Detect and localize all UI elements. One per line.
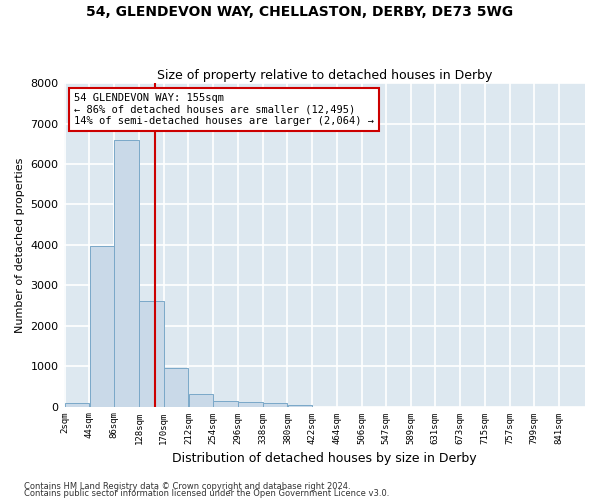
Bar: [263, 402, 287, 406]
Bar: [188, 394, 213, 406]
Bar: [65, 404, 89, 406]
Bar: [164, 368, 188, 406]
Bar: [287, 404, 312, 406]
Bar: [115, 140, 139, 406]
Bar: [214, 401, 238, 406]
Text: Contains HM Land Registry data © Crown copyright and database right 2024.: Contains HM Land Registry data © Crown c…: [24, 482, 350, 491]
Bar: [139, 300, 164, 406]
Text: Contains public sector information licensed under the Open Government Licence v3: Contains public sector information licen…: [24, 490, 389, 498]
Text: 54, GLENDEVON WAY, CHELLASTON, DERBY, DE73 5WG: 54, GLENDEVON WAY, CHELLASTON, DERBY, DE…: [86, 5, 514, 19]
Text: 54 GLENDEVON WAY: 155sqm
← 86% of detached houses are smaller (12,495)
14% of se: 54 GLENDEVON WAY: 155sqm ← 86% of detach…: [74, 93, 374, 126]
Title: Size of property relative to detached houses in Derby: Size of property relative to detached ho…: [157, 69, 492, 82]
Y-axis label: Number of detached properties: Number of detached properties: [15, 157, 25, 332]
X-axis label: Distribution of detached houses by size in Derby: Distribution of detached houses by size …: [172, 452, 476, 465]
Bar: [89, 246, 114, 406]
Bar: [238, 402, 263, 406]
